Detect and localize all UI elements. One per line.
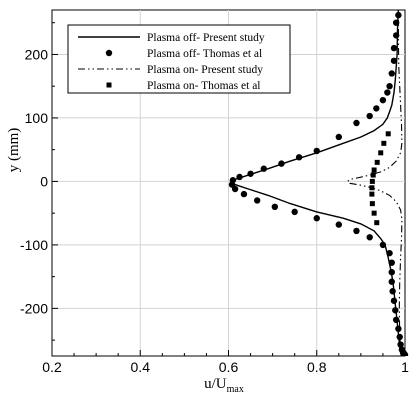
x-axis: 0.2 0.4 0.6 0.8 1 <box>42 350 409 375</box>
data-point <box>335 221 343 228</box>
data-point <box>271 203 279 211</box>
legend-label: Plasma off- Thomas et al <box>147 48 262 60</box>
series-line <box>346 10 403 353</box>
legend-item: Plasma on- Present study <box>78 64 263 76</box>
legend-label: Plasma off- Present study <box>147 32 265 44</box>
data-point <box>366 112 373 120</box>
data-point <box>369 191 375 197</box>
legend-label: Plasma on- Present study <box>147 64 263 76</box>
x-tick-label: 1 <box>401 359 409 375</box>
data-point <box>374 159 380 165</box>
series-2 <box>228 11 409 356</box>
data-point <box>386 249 393 257</box>
data-point <box>396 333 403 341</box>
x-axis-label-sub: max <box>227 384 244 394</box>
data-point <box>228 181 236 188</box>
legend-label: Plasma on- Thomas et al <box>147 80 261 92</box>
data-point <box>392 19 400 26</box>
data-point <box>373 105 380 112</box>
data-point <box>395 325 402 332</box>
data-point <box>231 185 239 193</box>
data-point <box>378 150 384 156</box>
legend-item: Plasma on- Thomas et al <box>106 80 261 92</box>
data-point <box>278 160 285 167</box>
data-point <box>384 89 391 96</box>
series-3 <box>346 10 403 353</box>
data-point <box>260 165 267 172</box>
legend-swatch-marker <box>106 82 112 88</box>
legend-item: Plasma off- Present study <box>78 32 265 44</box>
y-axis: -200 -100 0 100 200 <box>20 22 58 341</box>
data-point <box>313 215 320 222</box>
data-point <box>313 147 320 155</box>
data-point <box>374 220 380 226</box>
y-axis-label: y (mm) <box>6 128 22 173</box>
data-point <box>353 119 360 127</box>
legend: Plasma off- Present study Plasma off- Tho… <box>67 24 291 94</box>
data-point <box>369 178 375 184</box>
data-point <box>381 140 387 146</box>
x-tick-label: 0.8 <box>307 359 327 375</box>
x-tick-label: 0.2 <box>42 359 62 375</box>
data-point <box>366 234 373 241</box>
series-layer <box>228 10 409 356</box>
y-tick-label: 100 <box>25 110 49 126</box>
data-point <box>392 307 399 314</box>
data-point <box>388 259 395 266</box>
data-point <box>388 278 395 285</box>
y-tick-label: -100 <box>20 237 48 253</box>
data-point <box>392 316 400 324</box>
data-point <box>389 288 396 295</box>
data-point <box>392 32 400 39</box>
data-point <box>291 208 298 216</box>
x-axis-label-main: u/U <box>204 376 227 392</box>
legend-swatch-marker <box>105 49 113 57</box>
legend-item: Plasma off- Thomas et al <box>105 48 262 60</box>
data-point <box>390 57 398 64</box>
data-point <box>236 173 243 181</box>
data-point <box>385 131 391 137</box>
data-point <box>247 170 254 177</box>
data-point <box>388 268 395 276</box>
data-point <box>295 154 303 161</box>
data-point <box>371 167 377 173</box>
data-point <box>369 185 375 191</box>
data-point <box>335 133 343 141</box>
series-4 <box>369 131 391 226</box>
data-point <box>253 197 261 204</box>
data-point <box>240 190 248 198</box>
data-point <box>390 297 398 304</box>
data-point <box>370 172 376 178</box>
data-point <box>401 351 409 356</box>
data-point <box>379 241 387 249</box>
data-point <box>371 210 377 216</box>
data-point <box>390 44 398 52</box>
x-tick-label: 0.6 <box>219 359 239 375</box>
x-tick-label: 0.4 <box>131 359 151 375</box>
x-axis-label: u/Umax <box>204 376 244 394</box>
y-tick-label: 0 <box>40 173 48 189</box>
y-tick-label: -200 <box>20 300 48 316</box>
data-point <box>369 201 375 207</box>
data-point <box>386 82 393 90</box>
y-tick-label: 200 <box>25 46 49 62</box>
data-point <box>353 227 360 235</box>
data-point <box>379 96 387 104</box>
data-point <box>388 70 395 77</box>
